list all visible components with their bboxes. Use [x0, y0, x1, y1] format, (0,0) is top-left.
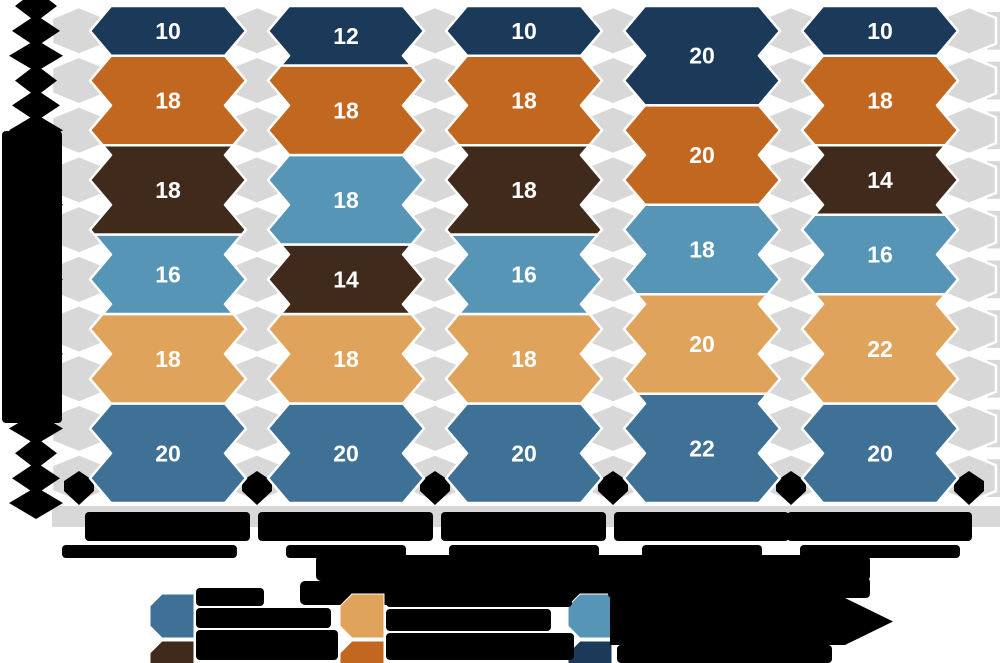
segment-value: 20	[689, 331, 715, 357]
redacted-legend-label	[196, 630, 338, 660]
redacted-category-label	[441, 512, 606, 541]
legend-swatch-brown	[149, 640, 195, 663]
column-base-pin	[776, 471, 806, 505]
segment-value: 18	[511, 346, 537, 372]
segment-steelblue	[444, 402, 604, 505]
legend-swatch-lightblue	[567, 593, 613, 639]
column-base-pin	[64, 471, 94, 505]
column-1: 10 18 18 16 18 20	[88, 4, 248, 505]
segment-steelblue	[266, 402, 426, 505]
redacted-tick-label	[15, 64, 57, 97]
column-2: 12 18 18 14 18 20	[266, 4, 426, 505]
segment-steelblue	[800, 402, 960, 505]
redacted-category-label	[787, 512, 972, 541]
segment-value: 20	[689, 142, 715, 168]
segment-value: 18	[511, 87, 537, 113]
segment-value: 18	[155, 346, 181, 372]
segment-value: 18	[689, 237, 715, 263]
column-base-pin	[420, 471, 450, 505]
redacted-tick-label	[15, 0, 57, 22]
redacted-tick-label	[12, 462, 60, 495]
segment-value: 20	[333, 440, 359, 466]
redacted-category-label	[642, 545, 762, 558]
redacted-category-label	[286, 545, 406, 558]
redacted-tick-label	[12, 89, 60, 122]
segment-value: 18	[333, 346, 359, 372]
redacted-category-label	[85, 512, 250, 541]
redacted-y-axis-title	[2, 131, 62, 423]
segment-value: 18	[333, 187, 359, 213]
column-base-pin	[954, 471, 984, 505]
redacted-category-label	[614, 512, 789, 541]
legend-swatch-steelblue	[149, 593, 195, 639]
segment-steelblue	[88, 402, 248, 505]
segment-value: 18	[155, 87, 181, 113]
axis-base-pins	[64, 471, 984, 505]
column-base-pin	[242, 471, 272, 505]
stacked-columns: 1018181618201218181418201018181618202020…	[88, 4, 960, 505]
segment-value: 14	[867, 167, 893, 193]
redacted-legend-label	[386, 633, 574, 660]
segment-value: 10	[867, 18, 893, 44]
legend-swatch-tan	[339, 593, 385, 639]
legend	[149, 578, 893, 663]
column-3: 10 18 18 16 18 20	[444, 4, 604, 505]
segment-value: 20	[689, 43, 715, 69]
segment-value: 22	[867, 336, 893, 362]
redacted-category-label	[62, 545, 237, 558]
segment-value: 18	[511, 177, 537, 203]
redacted-legend-label	[196, 608, 331, 628]
redacted-legend-label	[386, 609, 551, 631]
segment-value: 14	[333, 266, 359, 292]
redacted-category-label	[258, 512, 433, 541]
segment-value: 20	[867, 440, 893, 466]
segment-value: 20	[155, 440, 181, 466]
redacted-tick-label	[9, 39, 63, 72]
segment-steelblue	[622, 392, 782, 505]
redacted-category-label	[800, 545, 960, 558]
redacted-tick-label	[9, 487, 63, 519]
redacted-legend-label	[196, 588, 264, 606]
segment-value: 18	[155, 177, 181, 203]
segment-value: 18	[867, 87, 893, 113]
column-5: 10 18 14 16 22 20	[800, 4, 960, 505]
segment-value: 16	[867, 242, 893, 268]
redacted-legend-label	[617, 645, 832, 663]
segment-value: 12	[333, 23, 359, 49]
segment-value: 16	[155, 261, 181, 287]
segment-value: 10	[155, 18, 181, 44]
segment-value: 10	[511, 18, 537, 44]
column-base-pin	[598, 471, 628, 505]
segment-value: 16	[511, 261, 537, 287]
redacted-legend-label-arrow	[610, 598, 893, 645]
y-axis-redacted-labels	[2, 0, 63, 519]
column-4: 20 20 18 20 22	[622, 4, 782, 505]
redacted-category-label	[449, 545, 599, 558]
segment-value: 18	[333, 97, 359, 123]
legend-swatch-orange	[339, 640, 385, 663]
x-axis-redacted-labels	[62, 512, 972, 605]
segment-value: 22	[689, 435, 715, 461]
redacted-legend-label	[608, 578, 870, 598]
redacted-caption-line	[316, 555, 870, 581]
segment-value: 20	[511, 440, 537, 466]
redacted-tick-label	[12, 14, 60, 47]
redacted-legend-label	[386, 587, 572, 607]
legend-swatch-navy	[567, 640, 613, 663]
redacted-tick-label	[15, 437, 57, 470]
